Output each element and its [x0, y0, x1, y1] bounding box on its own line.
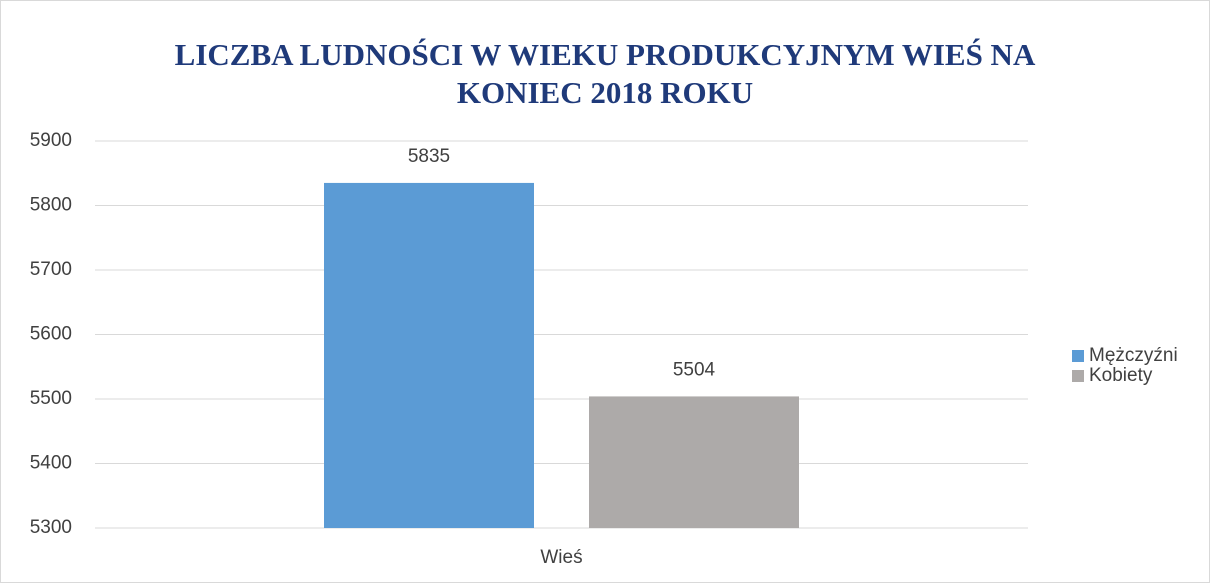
- data-label: 5504: [673, 359, 716, 380]
- y-tick-label: 5500: [30, 388, 72, 409]
- y-tick-label: 5800: [30, 195, 72, 216]
- x-tick-label: Wieś: [540, 547, 582, 568]
- legend-swatch: [1072, 350, 1084, 362]
- bar: [589, 396, 799, 528]
- data-label: 5835: [408, 146, 450, 167]
- legend-label: Kobiety: [1089, 365, 1153, 386]
- legend-label: Mężczyźni: [1089, 345, 1178, 366]
- y-tick-label: 5400: [30, 453, 72, 474]
- y-tick-label: 5300: [30, 517, 72, 538]
- y-tick-label: 5600: [30, 324, 72, 345]
- bar: [324, 182, 534, 529]
- legend-swatch: [1072, 370, 1084, 382]
- chart-title: LICZBA LUDNOŚCI W WIEKU PRODUKCYJNYM WIE…: [174, 37, 1036, 110]
- y-tick-label: 5700: [30, 259, 72, 280]
- y-tick-label: 5900: [30, 130, 72, 151]
